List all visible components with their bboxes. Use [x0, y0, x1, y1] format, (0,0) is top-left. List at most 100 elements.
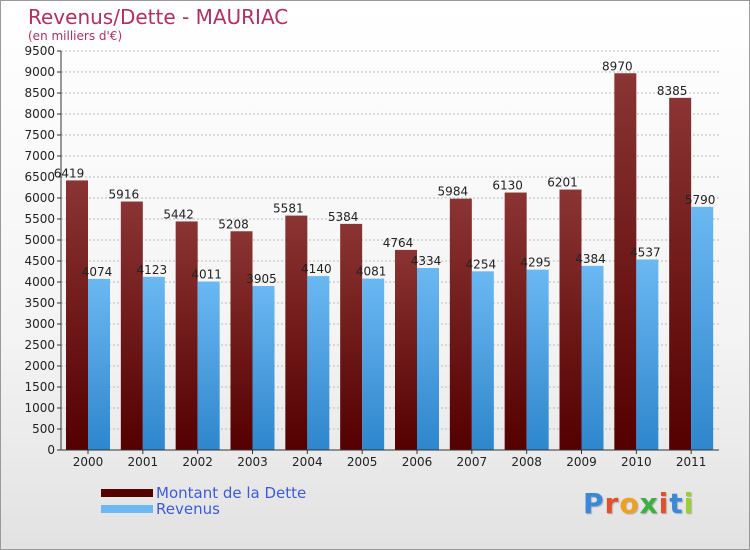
x-axis: 2000 2001 2002 2003 2004 2005 2006 2007 2008 2009…: [61, 449, 719, 469]
bar-debt-2002: [175, 221, 198, 450]
bar-revenue-2009: [581, 265, 604, 450]
legend-swatch-revenue: [101, 505, 153, 513]
grid-lines: [61, 50, 719, 430]
y-tick-label: 2500: [24, 338, 55, 352]
bar-revenue-2000: [88, 278, 110, 450]
data-label-revenue-2004: 4140: [301, 262, 332, 276]
data-label-debt-2006: 4764: [383, 236, 414, 250]
x-tick-label-2009: 2009: [566, 455, 597, 469]
y-tick-label: 6500: [24, 170, 55, 184]
data-label-revenue-2008: 4295: [520, 256, 551, 270]
bar-debt-2011: [669, 97, 692, 450]
chart-subtitle: (en milliers d'€): [28, 29, 123, 43]
data-label-revenue-2005: 4081: [356, 265, 387, 279]
data-label-revenue-2006: 4334: [411, 254, 442, 268]
bar-debt-2003: [230, 231, 253, 450]
bar-revenue-2002: [197, 281, 220, 450]
x-tick-label-2005: 2005: [347, 455, 378, 469]
y-tick-label: 3000: [24, 317, 55, 331]
x-tick-label-2008: 2008: [511, 455, 542, 469]
y-tick-label: 5000: [24, 233, 55, 247]
y-tick-label: 7000: [24, 149, 55, 163]
bar-debt-2001: [120, 201, 143, 450]
y-tick-label: 8000: [24, 107, 55, 121]
bar-revenue-2001: [142, 276, 165, 450]
bar-debt-2010: [614, 73, 637, 450]
x-tick-label-2003: 2003: [237, 455, 268, 469]
data-label-revenue-2007: 4254: [466, 257, 497, 271]
bar-debt-2005: [340, 223, 363, 450]
x-tick-label-2010: 2010: [621, 455, 652, 469]
data-label-revenue-2002: 4011: [191, 268, 222, 282]
logo-letter: P: [583, 487, 605, 520]
bar-revenue-2006: [417, 267, 439, 450]
y-tick-label: 4000: [24, 275, 55, 289]
x-tick-label-2006: 2006: [402, 455, 433, 469]
data-label-debt-2002: 5442: [163, 207, 194, 221]
data-label-revenue-2000: 4074: [82, 265, 113, 279]
bar-revenue-2007: [471, 271, 494, 450]
data-label-revenue-2009: 4384: [575, 252, 606, 266]
logo-letter: i: [683, 487, 695, 520]
data-label-debt-2000: 6419: [54, 166, 85, 180]
y-tick-label: 4500: [24, 254, 55, 268]
y-tick-label: 5500: [24, 212, 55, 226]
bar-revenue-2003: [252, 285, 275, 450]
chart-title: Revenus/Dette - MAURIAC: [28, 5, 289, 29]
bar-revenue-2011: [691, 206, 714, 450]
x-tick-label-2001: 2001: [128, 455, 159, 469]
x-tick-label-2002: 2002: [182, 455, 213, 469]
logo-letter: x: [639, 487, 659, 520]
x-tick-label-2000: 2000: [73, 455, 104, 469]
logo-letter: t: [669, 487, 684, 520]
bar-revenue-2005: [362, 278, 385, 450]
proxiti-logo: Proxiti: [583, 487, 694, 520]
y-tick-label: 500: [32, 422, 55, 436]
y-tick-label: 3500: [24, 296, 55, 310]
y-tick-label: 6000: [24, 191, 55, 205]
logo-letter: i: [658, 487, 670, 520]
x-tick-label-2004: 2004: [292, 455, 323, 469]
y-tick-label: 7500: [24, 128, 55, 142]
data-label-debt-2004: 5581: [273, 202, 304, 216]
logo-letter: o: [619, 487, 640, 520]
bar-debt-2008: [504, 192, 527, 451]
data-label-debt-2001: 5916: [109, 188, 140, 202]
data-label-debt-2003: 5208: [218, 217, 249, 231]
y-tick-label: 1500: [24, 380, 55, 394]
bar-revenue-2008: [526, 269, 549, 450]
data-label-debt-2007: 5984: [438, 185, 469, 199]
y-tick-label: 2000: [24, 359, 55, 373]
legend-swatch-debt: [101, 489, 153, 497]
data-label-revenue-2010: 4537: [630, 245, 661, 259]
y-axis: 0 500 1000 1500 2000 2500 3000 3500 4000 4500 5000…: [24, 44, 62, 457]
y-tick-label: 0: [47, 443, 55, 457]
data-label-debt-2009: 6201: [547, 176, 578, 190]
bar-debt-2007: [449, 198, 472, 450]
y-tick-label: 1000: [24, 401, 55, 415]
x-tick-label-2007: 2007: [457, 455, 488, 469]
data-label-debt-2005: 5384: [328, 210, 359, 224]
data-label-debt-2008: 6130: [492, 179, 523, 193]
bar-debt-2009: [559, 189, 582, 451]
bar-revenue-2004: [307, 276, 330, 450]
bar-debt-2004: [285, 215, 308, 450]
data-label-revenue-2001: 4123: [137, 263, 168, 277]
data-label-revenue-2003: 3905: [246, 272, 277, 286]
bar-revenue-2010: [636, 259, 659, 450]
data-label-debt-2010: 8970: [602, 59, 633, 73]
bars: [66, 73, 714, 451]
y-tick-label: 8500: [24, 86, 55, 100]
legend-label-revenue: Revenus: [156, 500, 220, 518]
y-tick-label: 9000: [24, 65, 55, 79]
y-tick-label: 9500: [24, 44, 55, 58]
x-tick-label-2011: 2011: [676, 455, 707, 469]
logo-letter: r: [604, 487, 620, 520]
data-label-debt-2011: 8385: [657, 84, 688, 98]
data-label-revenue-2011: 5790: [685, 193, 716, 207]
data-labels: 6419 4074 5916 4123 5442 4011 5208 3905 5581 4140…: [54, 59, 716, 286]
bar-debt-2006: [395, 249, 417, 450]
legend-label-debt: Montant de la Dette: [156, 484, 307, 502]
